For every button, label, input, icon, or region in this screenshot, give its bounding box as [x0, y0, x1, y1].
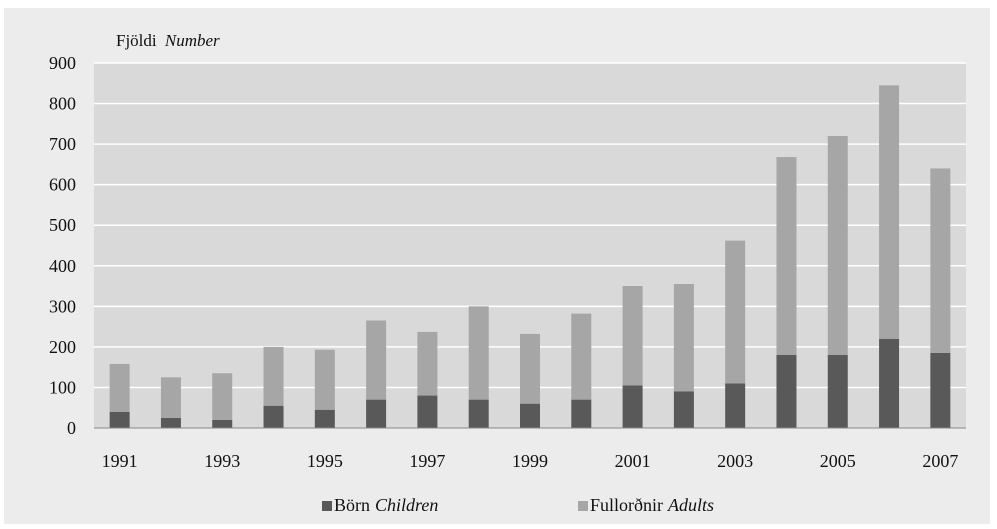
bar-adults-1996: [366, 321, 386, 400]
bar-adults-1999: [520, 334, 540, 404]
y-axis-label: Fjöldi Number: [116, 31, 220, 50]
x-tick-label: 1997: [409, 451, 445, 471]
legend-swatch-adults: [578, 501, 588, 511]
bar-adults-1997: [417, 332, 437, 396]
y-tick-label: 800: [49, 94, 76, 114]
bar-adults-1991: [110, 364, 130, 412]
y-tick-label: 100: [49, 377, 76, 397]
x-tick-label: 1991: [102, 451, 138, 471]
y-axis-label-main: Fjöldi: [116, 31, 157, 50]
bar-children-1995: [315, 410, 335, 428]
legend-label-adults: Fullorðnir Adults: [590, 495, 714, 515]
bar-adults-2005: [828, 136, 848, 355]
bar-adults-2007: [930, 168, 950, 353]
bar-adults-2001: [623, 286, 643, 385]
bar-adults-1992: [161, 377, 181, 418]
bar-children-2004: [776, 355, 796, 428]
bar-children-2006: [879, 339, 899, 428]
y-tick-label: 600: [49, 175, 76, 195]
bar-adults-2006: [879, 85, 899, 338]
x-tick-label: 1995: [307, 451, 343, 471]
y-tick-label: 700: [49, 134, 76, 154]
y-tick-label: 0: [67, 418, 76, 438]
bar-adults-2004: [776, 157, 796, 355]
bar-children-2007: [930, 353, 950, 428]
x-tick-label: 2001: [615, 451, 651, 471]
chart: 0 100 200 300 400 500 600 700 800 900 1991 1993 199…: [4, 8, 990, 524]
bar-children-1994: [264, 406, 284, 428]
bar-adults-1998: [469, 306, 489, 399]
bar-adults-1993: [212, 373, 232, 420]
y-tick-label: 400: [49, 256, 76, 276]
y-tick-label: 200: [49, 337, 76, 357]
bar-children-1993: [212, 420, 232, 428]
legend-swatch-children: [322, 501, 332, 511]
bar-children-2003: [725, 383, 745, 428]
x-tick-label: 1993: [204, 451, 240, 471]
y-axis-label-italic: Number: [164, 31, 220, 50]
x-tick-label: 2003: [717, 451, 753, 471]
y-tick-label: 900: [49, 53, 76, 73]
bar-children-1992: [161, 418, 181, 428]
x-axis-ticks: 1991 1993 1995 1997 1999 2001 2003 2005 2007: [102, 451, 959, 471]
bar-children-2001: [623, 385, 643, 428]
y-tick-label: 500: [49, 215, 76, 235]
bar-adults-2000: [571, 314, 591, 400]
bar-adults-2002: [674, 284, 694, 391]
bar-children-1991: [110, 412, 130, 428]
x-tick-label: 2007: [922, 451, 958, 471]
bar-children-1997: [417, 396, 437, 428]
legend: Börn Children Fullorðnir Adults: [322, 495, 714, 515]
bar-children-2002: [674, 392, 694, 429]
bar-children-2000: [571, 400, 591, 428]
bar-children-1999: [520, 404, 540, 428]
bar-adults-2003: [725, 241, 745, 384]
y-tick-label: 300: [49, 296, 76, 316]
x-tick-label: 2005: [820, 451, 856, 471]
bar-children-1998: [469, 400, 489, 428]
bar-children-2005: [828, 355, 848, 428]
bar-adults-1994: [264, 347, 284, 406]
x-tick-label: 1999: [512, 451, 548, 471]
bar-adults-1995: [315, 350, 335, 410]
y-axis-ticks: 0 100 200 300 400 500 600 700 800 900: [49, 53, 76, 438]
bar-children-1996: [366, 400, 386, 428]
legend-label-children: Börn Children: [334, 495, 438, 515]
